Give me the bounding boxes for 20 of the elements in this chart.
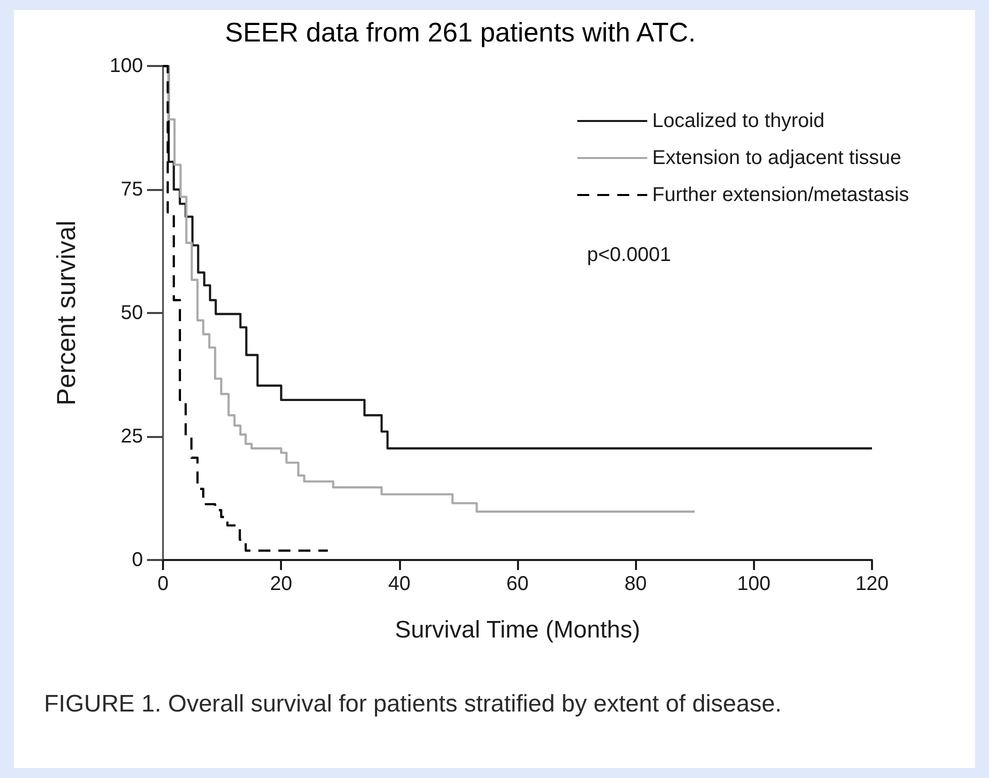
- x-tick-label: 80: [624, 573, 647, 595]
- chart-title: SEER data from 261 patients with ATC.: [225, 18, 696, 48]
- x-tick-label: 100: [737, 573, 771, 595]
- y-tick-label: 0: [132, 549, 143, 571]
- y-tick-label: 75: [120, 178, 143, 200]
- x-tick-label: 60: [506, 573, 529, 595]
- y-tick-label: 100: [110, 55, 143, 77]
- x-axis-title: Survival Time (Months): [394, 616, 640, 644]
- legend-label: Extension to adjacent tissue: [652, 147, 902, 169]
- x-tick-label: 40: [388, 573, 410, 595]
- legend-label: Further extension/metastasis: [652, 184, 910, 206]
- x-tick-label: 120: [855, 573, 889, 595]
- legend-label: Localized to thyroid: [652, 110, 825, 132]
- y-tick-label: 25: [120, 426, 143, 448]
- x-tick-label: 0: [157, 573, 169, 595]
- annotation: p<0.0001: [587, 244, 671, 266]
- x-tick-label: 20: [270, 573, 292, 595]
- caption: FIGURE 1. Overall survival for patients stratified by extent of disease.: [44, 690, 782, 718]
- y-tick-label: 50: [120, 302, 143, 324]
- y-axis-title: Percent survival: [51, 220, 81, 406]
